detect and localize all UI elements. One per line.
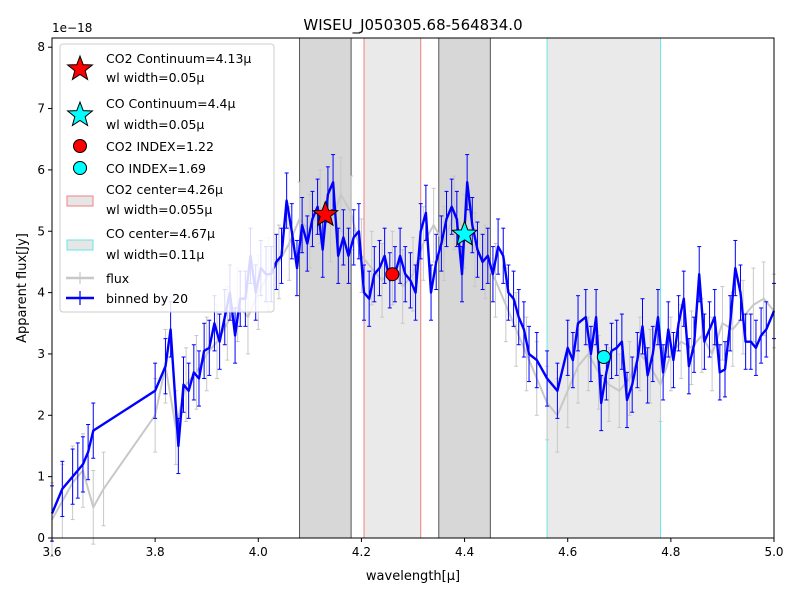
legend-box <box>59 43 275 313</box>
x-tick-label: 5.0 <box>764 545 783 559</box>
y-tick-label: 7 <box>37 102 45 116</box>
y-axis-label: Apparent flux[Jy] <box>15 233 30 343</box>
legend-label-co2-continuum: CO2 Continuum=4.13μ <box>106 51 251 66</box>
marker-star-0 <box>311 200 340 227</box>
legend-label-co2-center-width: wl width=0.055μ <box>106 202 212 217</box>
legend-label-co2-index: CO2 INDEX=1.22 <box>106 139 214 154</box>
y-tick-label: 5 <box>37 224 45 238</box>
shaded-region-3 <box>546 37 662 539</box>
legend-label-co-continuum-width: wl width=0.05μ <box>106 117 204 132</box>
legend-label-co-center: CO center=4.67μ <box>106 226 215 241</box>
flux-line <box>51 193 775 521</box>
y-tick-label: 6 <box>37 163 45 177</box>
x-tick-label: 4.6 <box>558 545 577 559</box>
x-tick-label: 4.2 <box>352 545 371 559</box>
legend-label-co-index: CO INDEX=1.69 <box>106 161 206 176</box>
marker-circle-2 <box>385 267 400 282</box>
x-tick-label: 4.0 <box>249 545 268 559</box>
x-axis-label: wavelength[μ] <box>366 569 460 584</box>
plot-frame <box>51 37 775 539</box>
legend-circle-co <box>73 161 87 175</box>
y-offset-label: 1e−18 <box>52 21 92 35</box>
y-tick-label: 1 <box>37 470 45 484</box>
legend-patch-co <box>66 239 94 251</box>
legend: CO2 Continuum=4.13μ wl width=0.05μ CO Cont… <box>59 43 275 313</box>
y-tick-label: 0 <box>37 531 45 545</box>
shaded-region-2 <box>438 37 491 539</box>
legend-label-binned: binned by 20 <box>106 291 188 306</box>
y-tick-label: 4 <box>37 286 45 300</box>
shaded-region-0 <box>299 37 352 539</box>
legend-star-co2 <box>66 54 94 81</box>
x-tick-label: 3.8 <box>146 545 165 559</box>
marker-star-1 <box>450 219 479 246</box>
y-tick-label: 8 <box>37 40 45 54</box>
legend-label-flux: flux <box>106 271 129 286</box>
shaded-regions <box>299 37 662 539</box>
marker-circle-3 <box>596 350 611 365</box>
legend-label-co-continuum: CO Continuum=4.4μ <box>106 96 236 111</box>
legend-circle-co2 <box>73 139 87 153</box>
chart-title: WISEU_J050305.68-564834.0 <box>303 16 522 35</box>
markers <box>311 200 611 365</box>
legend-label-co2-center: CO2 center=4.26μ <box>106 182 223 197</box>
y-tick-label: 3 <box>37 347 45 361</box>
x-tick-label: 4.4 <box>455 545 474 559</box>
x-tick-label: 4.8 <box>661 545 680 559</box>
legend-patch-co2 <box>66 195 94 207</box>
legend-label-co-center-width: wl width=0.11μ <box>106 247 204 262</box>
legend-label-co2-continuum-width: wl width=0.05μ <box>106 70 204 85</box>
y-axis-ticks: 0 1 2 3 4 5 6 7 8 <box>37 40 52 545</box>
legend-star-co <box>66 100 94 127</box>
x-tick-label: 3.6 <box>42 545 61 559</box>
y-tick-label: 2 <box>37 408 45 422</box>
x-axis-ticks: 3.6 3.8 4.0 4.2 4.4 4.6 4.8 5.0 <box>42 538 784 559</box>
